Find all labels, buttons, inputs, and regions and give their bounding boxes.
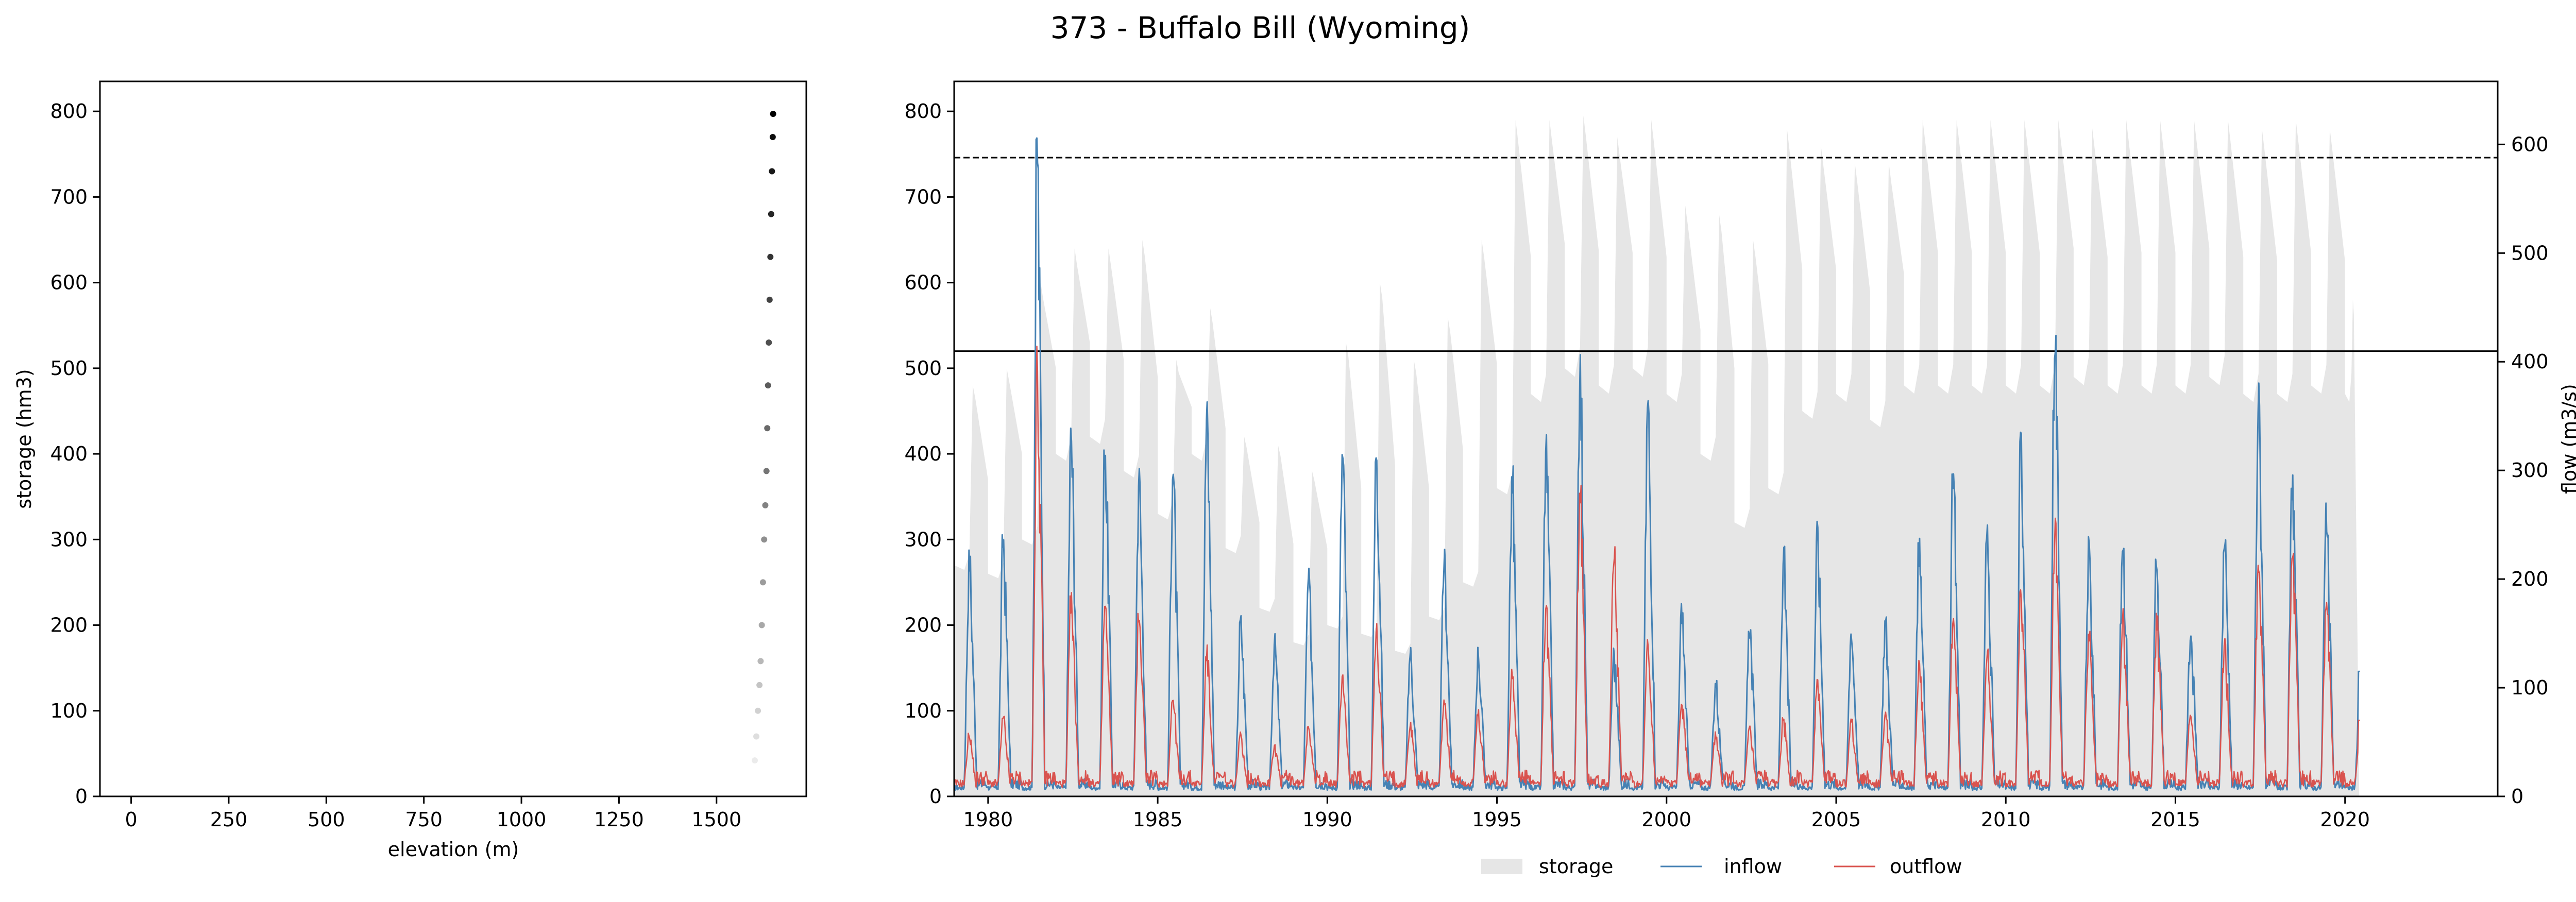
left-y-tick-label: 0 (75, 785, 88, 808)
right-right-y-tick-label: 100 (2511, 676, 2549, 699)
left-y-tick-label: 600 (50, 271, 88, 294)
right-x-tick-label: 2000 (1641, 808, 1691, 831)
elevation-storage-point (759, 579, 766, 586)
right-right-y-tick-label: 500 (2511, 242, 2549, 264)
right-y-axis-label: flow (m3/s) (2558, 384, 2576, 494)
elevation-storage-point (765, 382, 771, 389)
legend-label-inflow: inflow (1724, 855, 1782, 878)
right-left-y-tick-label: 600 (904, 271, 942, 294)
left-y-axis-label: storage (hm3) (13, 369, 36, 508)
left-x-tick-label: 750 (405, 808, 443, 831)
right-left-y-tick-label: 0 (929, 785, 942, 808)
right-right-y-ticks: 0 100 200 300 400 500 600 (2498, 133, 2549, 808)
left-x-tick-label: 500 (308, 808, 345, 831)
right-x-tick-label: 2005 (1811, 808, 1861, 831)
right-x-tick-label: 2020 (2320, 808, 2370, 831)
left-x-tick-label: 1500 (691, 808, 741, 831)
elevation-storage-point (752, 757, 758, 764)
right-right-y-tick-label: 200 (2511, 568, 2549, 590)
left-y-tick-label: 800 (50, 100, 88, 123)
elevation-storage-point (763, 468, 770, 474)
right-x-tick-label: 1980 (963, 808, 1013, 831)
right-left-y-tick-label: 100 (904, 700, 942, 722)
timeseries-marks (954, 115, 2498, 796)
elevation-storage-point (770, 111, 776, 117)
left-x-tick-label: 1250 (594, 808, 644, 831)
left-x-tick-label: 1000 (497, 808, 547, 831)
timeseries-chart: 1980 1985 1990 1995 2000 2005 2010 2015 2020 010… (904, 80, 2576, 878)
figure-title: 373 - Buffalo Bill (Wyoming) (1050, 10, 1470, 45)
left-y-tick-label: 500 (50, 357, 88, 380)
elevation-storage-point (762, 502, 769, 508)
right-x-tick-label: 2010 (1981, 808, 2031, 831)
right-right-y-tick-label: 300 (2511, 459, 2549, 482)
elevation-storage-point (768, 211, 774, 217)
legend-swatch-storage (1481, 859, 1522, 874)
left-y-tick-label: 100 (50, 700, 88, 722)
right-x-tick-label: 1995 (1472, 808, 1522, 831)
elevation-storage-point (758, 622, 765, 628)
elevation-storage-point (769, 168, 775, 175)
right-left-y-tick-label: 300 (904, 528, 942, 551)
left-plot-frame (99, 80, 807, 797)
right-left-y-tick-label: 700 (904, 185, 942, 208)
left-y-ticks: 0 100 200 300 400 500 600 700 800 (50, 100, 100, 808)
elevation-storage-point (766, 339, 772, 346)
legend-label-storage: storage (1539, 855, 1613, 878)
elevation-storage-point (757, 658, 764, 665)
elevation-storage-point (766, 296, 773, 303)
left-y-tick-label: 400 (50, 443, 88, 465)
elevation-storage-point (756, 682, 763, 688)
left-x-tick-label: 0 (125, 808, 138, 831)
elevation-storage-point (767, 253, 774, 260)
legend-label-outflow: outflow (1890, 855, 1962, 878)
elevation-storage-point (764, 425, 771, 432)
elevation-storage-point (761, 536, 768, 543)
right-left-y-tick-label: 500 (904, 357, 942, 380)
right-right-y-tick-label: 0 (2511, 785, 2523, 808)
elevation-storage-point (755, 707, 761, 714)
elevation-storage-point (769, 134, 776, 141)
right-x-tick-label: 1990 (1302, 808, 1352, 831)
elevation-storage-chart: 0 250 500 750 1000 1250 1500 0 100 200 300 400 500 6… (13, 80, 807, 861)
left-y-tick-label: 300 (50, 528, 88, 551)
left-x-axis-label: elevation (m) (388, 838, 519, 861)
right-plot-frame (953, 80, 2499, 797)
left-y-tick-label: 200 (50, 614, 88, 637)
right-right-y-tick-label: 600 (2511, 133, 2549, 156)
right-x-ticks: 1980 1985 1990 1995 2000 2005 2010 2015 2020 (963, 796, 2370, 831)
right-left-y-tick-label: 400 (904, 443, 942, 465)
right-left-y-ticks: 0 100 200 300 400 500 600 700 800 (904, 100, 954, 808)
legend: storage inflow outflow (1481, 855, 1962, 878)
left-x-ticks: 0 250 500 750 1000 1250 1500 (125, 796, 741, 831)
right-left-y-tick-label: 800 (904, 100, 942, 123)
left-x-tick-label: 250 (210, 808, 248, 831)
right-right-y-tick-label: 400 (2511, 350, 2549, 373)
right-x-tick-label: 2015 (2150, 808, 2200, 831)
outflow-line (954, 345, 2360, 788)
right-left-y-tick-label: 200 (904, 614, 942, 637)
elevation-storage-point (753, 733, 760, 740)
right-x-tick-label: 1985 (1133, 808, 1183, 831)
left-y-tick-label: 700 (50, 185, 88, 208)
elevation-storage-points (752, 111, 776, 764)
storage-area (954, 115, 2360, 796)
